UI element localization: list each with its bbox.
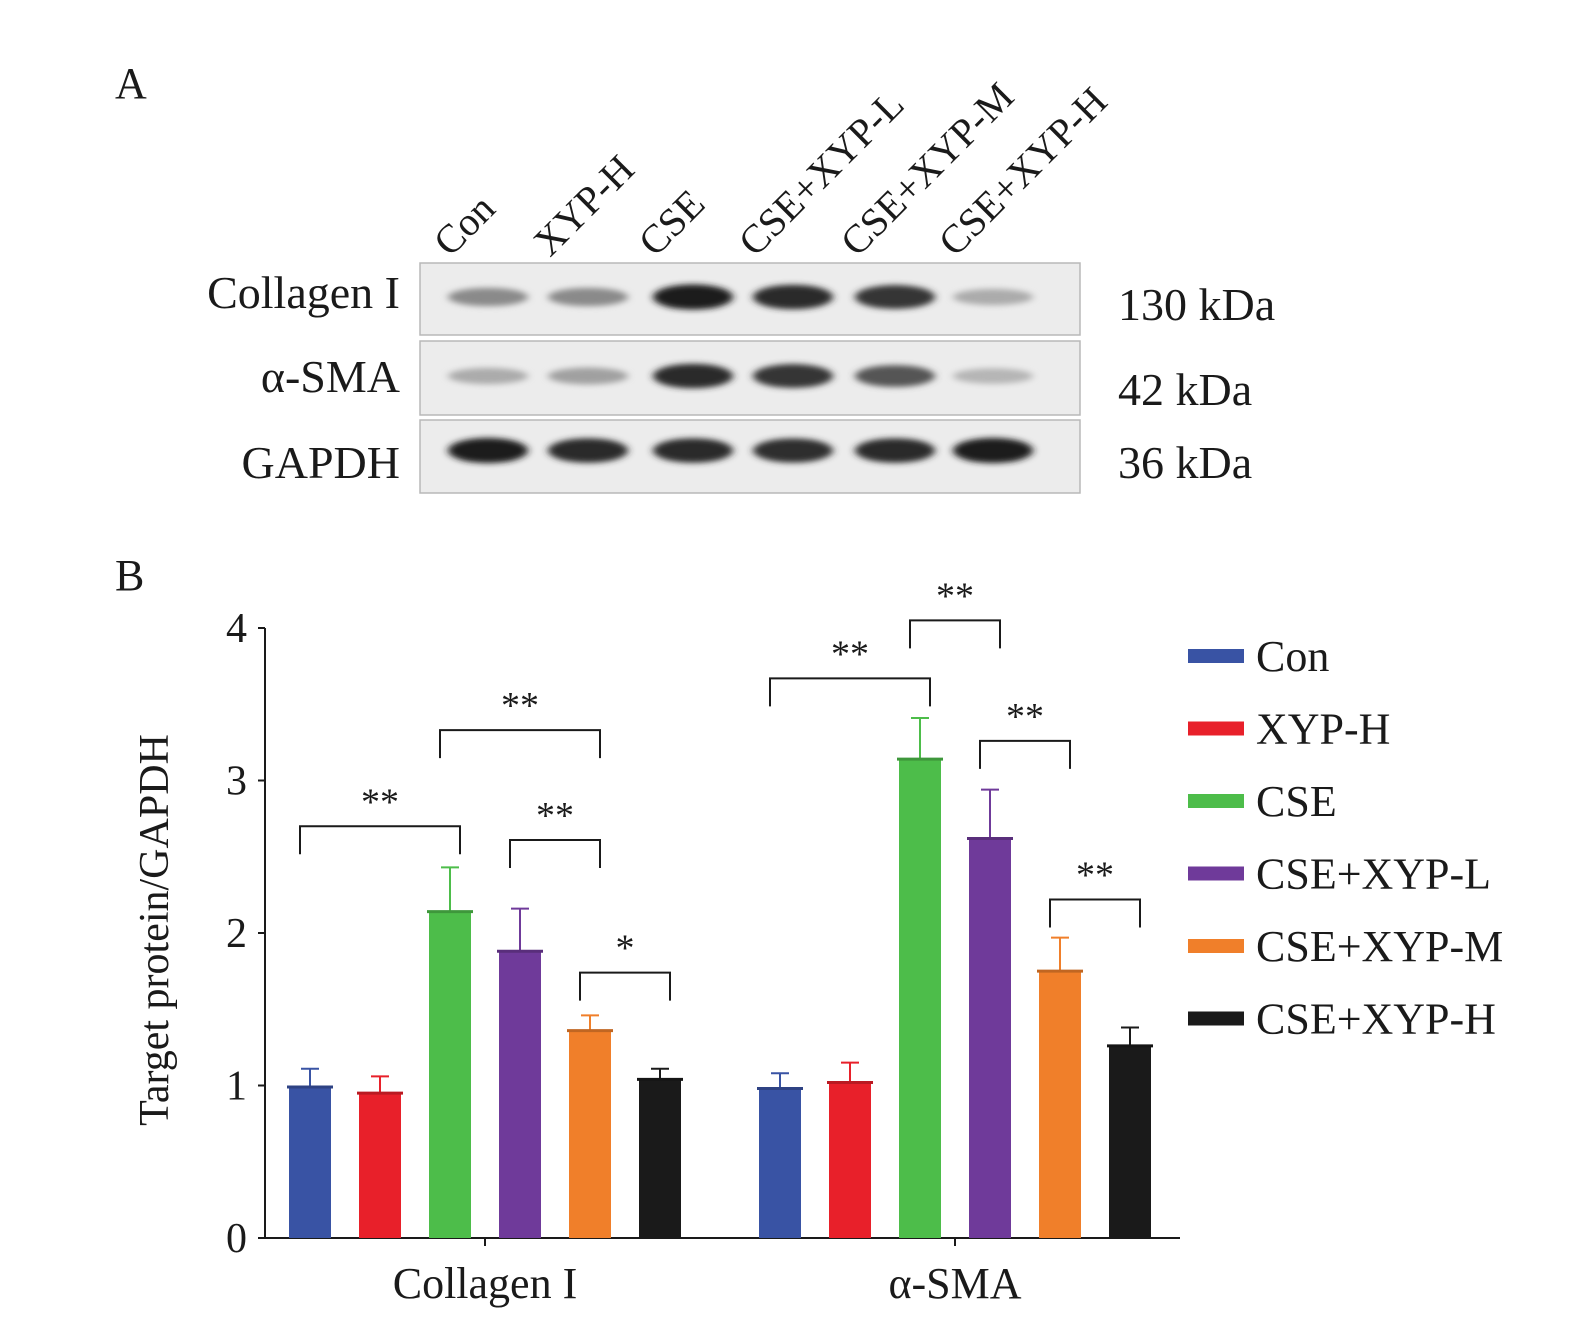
bar-con [289,1087,331,1238]
blot-band [855,438,935,463]
bar-cse-xyp-m [1039,971,1081,1238]
lane-label: CSE [630,181,714,265]
legend-label: CSE+XYP-L [1256,850,1491,899]
legend-label: CSE [1256,777,1337,826]
protein-label: Collagen I [207,267,400,318]
significance-label: ** [1076,854,1114,896]
y-tick-label: 0 [226,1216,247,1262]
bar-cse [899,759,941,1238]
size-label: 42 kDa [1118,364,1252,415]
bar-chart: 0 1 2 3 4 Target protein/GAPDH Collagen I α-SMA… [132,575,1180,1308]
significance-bracket [509,838,601,868]
protein-label: GAPDH [242,437,400,488]
blot-band [855,365,935,387]
lane-label: XYP-H [525,146,643,264]
legend-label: Con [1256,632,1329,681]
blot-band [448,437,528,464]
y-axis-label: Target protein/GAPDH [132,734,178,1126]
significance-bracket [769,677,931,707]
significance-label: ** [536,795,574,837]
significance-bracket [579,971,671,1001]
y-tick-label: 3 [226,759,247,805]
blot-band [753,364,833,388]
legend-label: XYP-H [1256,705,1390,754]
bar-cse-xyp-h [639,1079,681,1238]
significance-label: ** [501,685,539,727]
panel-a-label: A [115,59,147,108]
x-tick-label: Collagen I [393,1259,578,1308]
blot-band [753,284,833,310]
bar-cse-xyp-m [569,1030,611,1238]
significance-label: ** [1006,696,1044,738]
chart-legend: Con XYP-H CSE CSE+XYP-L CSE+XYP-M CSE+XYP-H [1188,632,1503,1044]
legend-swatch [1188,721,1244,736]
blot-band [653,438,733,463]
significance-label: ** [831,633,869,675]
bar-cse-xyp-l [499,951,541,1238]
size-label: 36 kDa [1118,437,1252,488]
blot-band [753,438,833,463]
blot-band [953,437,1033,464]
significance-bracket [909,619,1001,649]
lane-label: Con [425,185,504,264]
bar-xyp-h [359,1093,401,1238]
bar-xyp-h [829,1082,871,1238]
blot-band [953,368,1033,384]
blot-band [548,438,628,463]
blot-band [548,287,628,307]
blot-band [855,285,935,309]
blot-band [448,367,528,385]
blot-band [448,287,528,307]
significance-bracket [1049,898,1141,928]
panel-b-label: B [115,551,144,600]
size-label: 130 kDa [1118,279,1275,330]
significance-bracket [299,825,461,855]
bar-con [759,1088,801,1238]
significance-label: * [616,928,635,970]
y-tick-label: 1 [226,1064,247,1110]
significance-bracket [979,739,1071,769]
blot-band [653,363,733,389]
protein-label: α-SMA [261,351,400,402]
blot-band [548,367,628,385]
significance-label: ** [936,575,974,617]
bar-cse-xyp-h [1109,1045,1151,1238]
bar-cse-xyp-l [969,838,1011,1238]
significance-bracket [439,729,601,759]
legend-label: CSE+XYP-H [1256,995,1496,1044]
legend-swatch [1188,794,1244,808]
y-tick-label: 2 [226,911,247,957]
bar-cse [429,911,471,1238]
y-tick-label: 4 [226,606,247,652]
legend-swatch [1188,1011,1244,1026]
blot-band [653,284,733,310]
significance-label: ** [361,781,399,823]
legend-swatch [1188,649,1244,663]
legend-swatch [1188,866,1244,881]
legend-label: CSE+XYP-M [1256,922,1503,971]
legend-swatch [1188,939,1244,953]
blot-band [953,288,1033,306]
x-tick-label: α-SMA [888,1259,1021,1308]
